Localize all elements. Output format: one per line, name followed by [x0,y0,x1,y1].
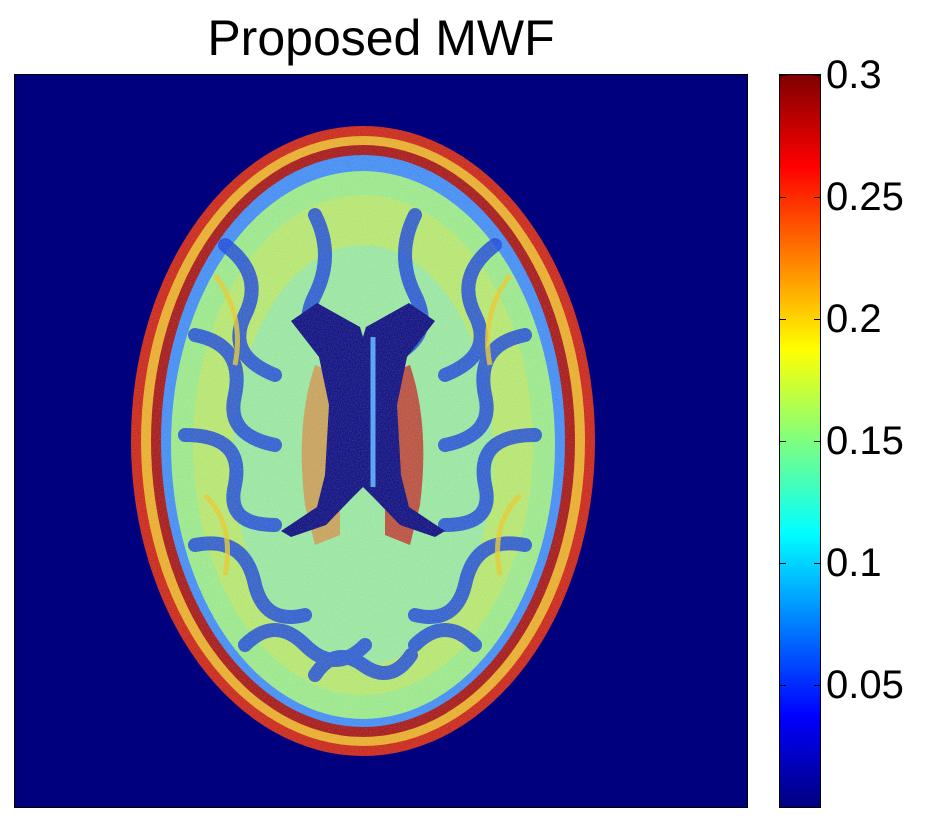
colorbar-tick-label: 0.2 [826,297,882,341]
mwf-brain-map [14,74,748,808]
figure-title: Proposed MWF [207,10,555,66]
brain-image [131,126,595,756]
colorbar [779,74,821,808]
colorbar-tick-label: 0.25 [826,175,904,219]
colorbar-gradient [780,75,820,807]
colorbar-tick-label: 0.15 [826,419,904,463]
colorbar-tick-label: 0.1 [826,541,882,585]
colorbar-tick-label: 0.05 [826,663,904,707]
colorbar-tick-label: 0.3 [826,53,882,97]
